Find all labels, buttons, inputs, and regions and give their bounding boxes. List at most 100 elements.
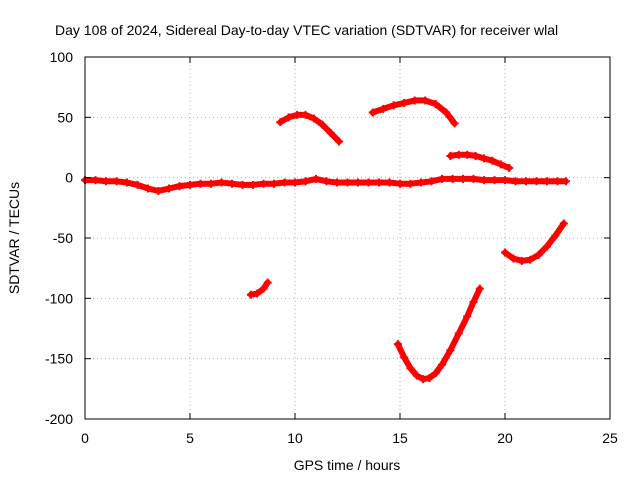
y-tick-label: -150 <box>45 351 73 367</box>
data-point <box>425 373 434 382</box>
data-point <box>412 371 421 380</box>
x-tick-label: 0 <box>81 430 89 446</box>
data-point <box>326 129 335 138</box>
data-point <box>165 184 173 193</box>
data-point <box>534 250 543 259</box>
series-arc-c <box>446 150 514 173</box>
data-point <box>335 137 344 146</box>
data-point <box>312 174 320 183</box>
data-point <box>217 178 226 187</box>
data-point <box>469 174 478 183</box>
y-tick-label: -50 <box>53 230 73 246</box>
data-point <box>490 176 499 185</box>
data-point <box>196 179 205 188</box>
data-point <box>488 156 497 165</box>
data-point <box>509 254 518 263</box>
data-point <box>543 177 551 186</box>
chart-title: Day 108 of 2024, Sidereal Day-to-day VTE… <box>55 22 558 38</box>
data-point <box>551 231 560 240</box>
y-tick-label: -100 <box>45 290 73 306</box>
data-point <box>393 340 402 349</box>
y-tick-label: 100 <box>50 49 74 65</box>
data-point <box>410 96 419 105</box>
data-point <box>522 177 530 186</box>
data-point <box>406 179 415 188</box>
data-point <box>454 150 463 159</box>
data-point <box>501 248 509 257</box>
series-baseline <box>81 174 570 195</box>
data-point <box>480 154 488 163</box>
tick-layer: 0 5 10 15 20 25 100 50 0 -50 -100 -150 -200 <box>45 49 618 446</box>
data-point <box>318 120 327 129</box>
data-point <box>421 96 430 105</box>
data-point <box>543 242 551 251</box>
data-point <box>505 164 514 173</box>
data-point <box>293 110 302 119</box>
data-point <box>406 364 415 373</box>
data-point <box>133 180 142 189</box>
data-point <box>389 101 398 110</box>
y-tick-label: 50 <box>57 109 73 125</box>
data-point <box>454 329 463 338</box>
data-point <box>438 360 446 369</box>
y-tick-label: -200 <box>45 411 73 427</box>
data-point <box>364 178 373 187</box>
data-point <box>442 108 451 117</box>
data-point <box>431 100 440 109</box>
data-point <box>475 284 484 293</box>
data-point <box>511 177 520 186</box>
series-arc-a <box>276 110 344 146</box>
series-layer <box>81 96 570 384</box>
data-point <box>496 160 505 169</box>
data-point <box>270 179 278 188</box>
data-point <box>186 180 194 189</box>
data-point <box>471 151 480 160</box>
data-point <box>427 177 436 186</box>
x-tick-label: 25 <box>602 430 618 446</box>
data-point <box>249 180 257 189</box>
data-point <box>448 174 457 183</box>
data-point <box>309 114 318 123</box>
data-point <box>102 177 110 186</box>
data-point <box>301 177 310 186</box>
data-point <box>419 375 428 384</box>
data-point <box>238 180 247 189</box>
data-point <box>144 184 152 193</box>
data-point <box>400 353 409 362</box>
x-axis-label: GPS time / hours <box>294 457 401 473</box>
data-point <box>480 176 488 185</box>
data-point <box>259 284 268 293</box>
data-point <box>207 179 215 188</box>
data-point <box>354 178 362 187</box>
data-point <box>333 178 341 187</box>
data-point <box>463 150 472 159</box>
data-point <box>263 278 272 287</box>
data-point <box>446 346 455 355</box>
data-point <box>526 255 535 264</box>
data-point <box>301 110 310 119</box>
data-point <box>154 186 163 195</box>
series-arc-d <box>501 219 568 265</box>
data-point <box>175 182 184 191</box>
series-arc-b <box>368 96 459 128</box>
data-point <box>246 290 255 299</box>
data-point <box>112 177 121 186</box>
y-tick-label: 0 <box>65 170 73 186</box>
grid-layer <box>85 57 610 419</box>
data-point <box>343 178 352 187</box>
data-point <box>276 118 285 127</box>
data-point <box>91 176 100 185</box>
data-point <box>417 178 425 187</box>
data-point <box>561 177 570 186</box>
data-point <box>375 178 383 187</box>
data-point <box>253 289 262 298</box>
data-point <box>438 174 446 183</box>
data-point <box>379 104 388 113</box>
series-arc-f <box>393 284 484 384</box>
data-point <box>280 178 289 187</box>
plot-frame <box>84 56 611 420</box>
data-point <box>228 179 236 188</box>
data-point <box>284 113 293 122</box>
data-point <box>559 219 568 228</box>
data-point <box>431 369 440 378</box>
